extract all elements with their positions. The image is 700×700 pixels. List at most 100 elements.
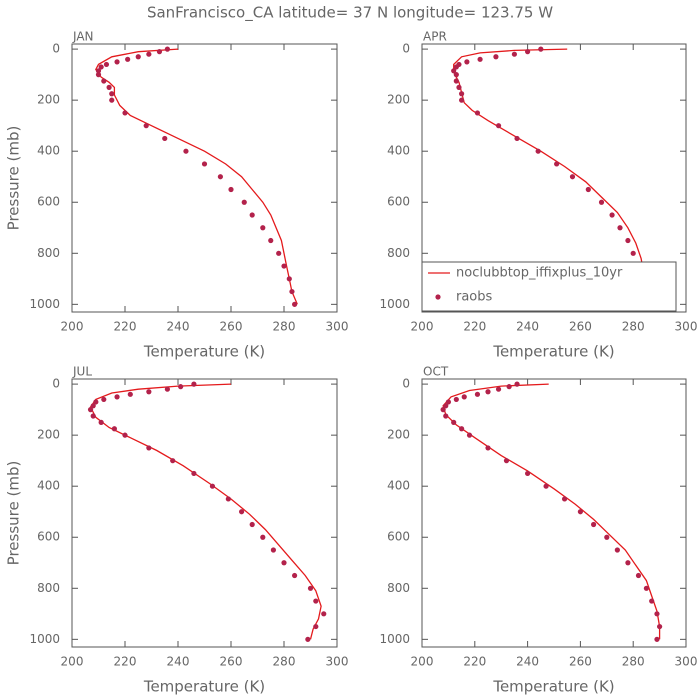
x-tick-label: 240 [516,655,539,669]
obs-dot [466,432,473,438]
y-tick-label: 800 [387,246,410,260]
x-tick-label: 200 [61,655,84,669]
obs-dot [654,611,660,617]
profile-line [442,383,661,640]
y-tick-label: 0 [52,42,60,56]
obs-dot [451,68,457,74]
obs-dot [459,97,465,103]
x-tick-label: 280 [622,320,645,334]
y-axis-label: Pressure (mb) [5,126,23,231]
obs-dot [241,199,247,205]
obs-dot [183,148,189,154]
obs-dot [514,381,520,387]
obs-dot [164,386,170,392]
x-tick-label: 300 [675,320,698,334]
obs-dot [561,496,568,502]
obs-dot [617,225,623,231]
obs-dot [260,225,266,231]
profile-line [95,48,298,305]
obs-dot [209,483,216,489]
obs-dot [225,496,231,502]
plot-frame [71,43,338,313]
obs-dot [281,263,287,269]
obs-dot [95,68,102,74]
obs-dot [156,49,163,55]
x-tick-label: 260 [220,655,243,669]
obs-dot [289,288,295,295]
obs-dot [635,572,642,579]
obs-dot [453,78,459,84]
obs-dot [143,123,149,129]
obs-dot [654,636,660,642]
x-tick-label: 220 [463,320,486,334]
obs-dot [604,534,610,540]
obs-dot [459,426,465,432]
y-tick-label: 600 [37,530,60,544]
obs-dot [98,419,104,425]
x-tick-label: 200 [411,655,434,669]
obs-dot [525,470,531,477]
obs-dot [103,61,110,68]
y-tick-label: 400 [387,479,410,493]
y-tick-label: 400 [37,144,60,158]
obs-dot [201,161,208,167]
x-axis-label: Temperature (K) [143,343,265,361]
x-tick-label: 280 [622,655,645,669]
obs-dot [598,199,605,205]
x-tick-label: 220 [114,655,137,669]
obs-dot [146,51,152,57]
obs-dot [162,135,168,142]
profile-line [89,383,322,640]
obs-dot [625,237,631,244]
y-tick-label: 600 [387,530,410,544]
y-tick-label: 600 [37,195,60,209]
obs-dot [93,399,99,405]
obs-dot [554,161,560,167]
obs-dot [90,413,96,419]
obs-dot [630,250,636,256]
obs-dot [443,403,449,409]
y-tick-label: 0 [52,377,60,391]
obs-dot [109,91,115,97]
obs-dot [127,391,133,397]
obs-dot [101,396,107,403]
obs-dot [321,611,327,617]
obs-dot [625,560,631,566]
x-tick-label: 260 [569,320,592,334]
legend-label: noclubbtop_iffixplus_10yr [456,266,623,281]
legend-swatch [435,294,441,300]
y-tick-label: 0 [402,377,410,391]
obs-dot [90,403,96,409]
obs-dot [657,623,663,630]
legend-label: raobs [456,290,493,305]
obs-dot [164,46,170,52]
obs-dot [146,389,152,395]
x-tick-label: 240 [167,320,190,334]
obs-dot [453,396,459,403]
x-axis-label: Temperature (K) [492,678,614,696]
obs-dot [485,389,491,395]
obs-dot [543,483,549,489]
obs-dot [461,394,467,400]
y-tick-label: 1000 [379,297,410,311]
obs-dot [106,84,112,90]
obs-dot [451,419,457,425]
plot-frame [71,378,338,648]
obs-dot [453,72,459,78]
obs-dot [109,97,115,103]
obs-dot [191,470,197,477]
obs-dot [649,598,655,604]
obs-dot [609,212,615,218]
y-tick-label: 800 [387,581,410,595]
y-tick-label: 400 [37,479,60,493]
obs-dot [569,174,576,180]
y-tick-label: 1000 [29,632,60,646]
obs-dot [101,78,107,84]
x-tick-label: 300 [326,655,349,669]
obs-dot [535,148,541,154]
obs-dot [456,84,462,90]
y-tick-label: 200 [387,93,410,107]
obs-dot [292,301,298,307]
y-tick-label: 600 [387,195,410,209]
